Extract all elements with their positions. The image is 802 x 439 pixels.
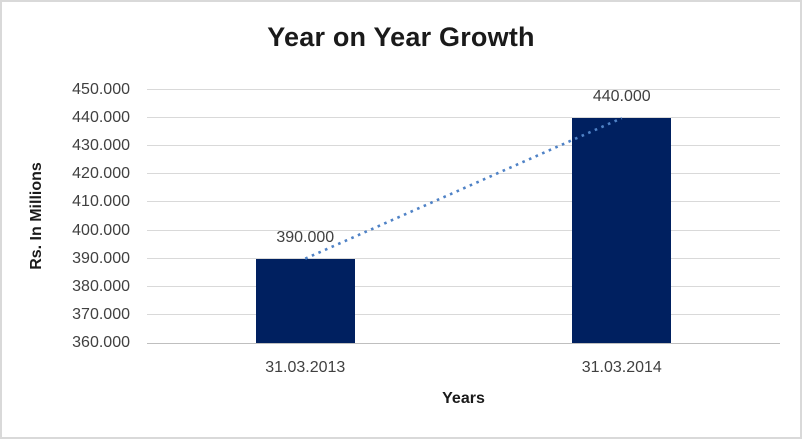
- y-tick-label: 440.000: [72, 109, 130, 126]
- bar-31.03.2013: [255, 258, 355, 343]
- y-tick-label: 360.000: [72, 334, 130, 351]
- y-tick-label: 380.000: [72, 278, 130, 295]
- y-tick-label: 400.000: [72, 222, 130, 239]
- chart-title: Year on Year Growth: [267, 22, 535, 52]
- gridline: [147, 89, 780, 90]
- gridline: [147, 173, 780, 174]
- y-tick-label: 420.000: [72, 165, 130, 182]
- gridline: [147, 258, 780, 259]
- y-tick-label: 450.000: [72, 81, 130, 98]
- gridline: [147, 314, 780, 315]
- y-tick-label: 430.000: [72, 137, 130, 154]
- y-tick-label: 410.000: [72, 193, 130, 210]
- bar-31.03.2014: [572, 118, 672, 343]
- gridline: [147, 145, 780, 146]
- gridline: [147, 286, 780, 287]
- x-axis-title: Years: [442, 390, 485, 407]
- x-axis-line: [147, 343, 780, 344]
- value-label: 390.000: [276, 228, 335, 246]
- y-tick-label: 390.000: [72, 250, 130, 267]
- gridline: [147, 117, 780, 118]
- x-tick-label: 31.03.2014: [581, 359, 662, 376]
- x-tick-label: 31.03.2013: [265, 359, 346, 376]
- value-label: 440.000: [592, 88, 651, 106]
- gridline: [147, 201, 780, 202]
- y-tick-label: 370.000: [72, 306, 130, 323]
